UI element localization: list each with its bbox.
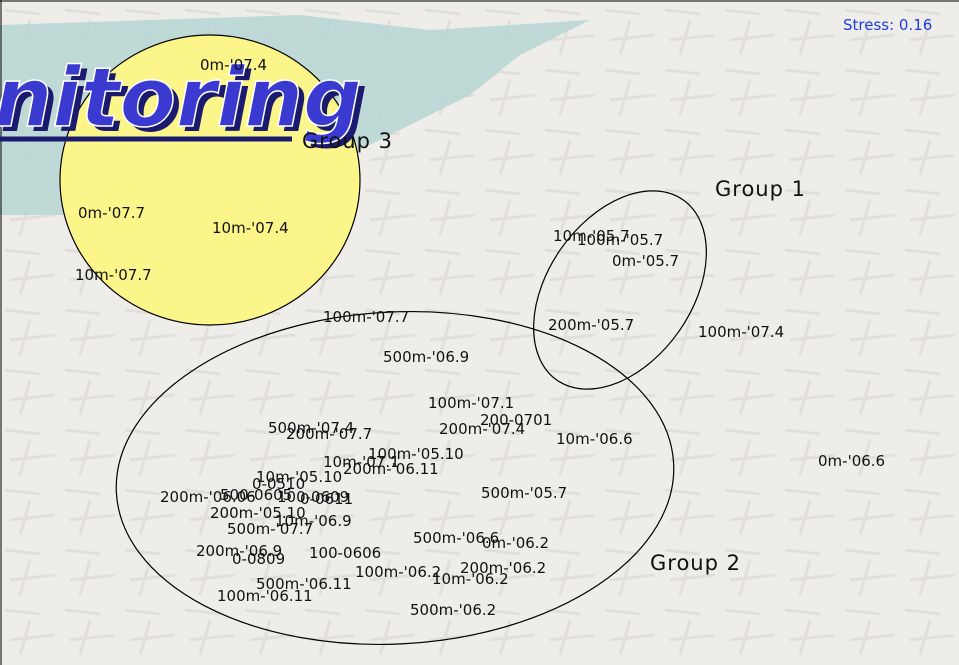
point-label: 500m-'05.7 <box>481 484 567 502</box>
banner-shadow: nitoring <box>0 56 368 151</box>
point-label: 10m-'06.6 <box>556 430 633 448</box>
point-label: 0m-'07.4 <box>200 56 267 74</box>
group-ellipse <box>115 310 675 646</box>
point-label: 200m-'06.11 <box>343 460 439 478</box>
point-label: 200m-'07.4 <box>439 420 525 438</box>
point-label: 200m-'06.2 <box>460 559 546 577</box>
point-label: 100-0609 <box>277 488 349 506</box>
point-label: 100m-'05.7 <box>577 231 663 249</box>
group-label: Group 3 <box>302 129 393 153</box>
point-label: 100m-'07.4 <box>698 323 784 341</box>
point-label: 200m-'06.9 <box>196 542 282 560</box>
point-label: 100-0606 <box>309 544 381 562</box>
point-label: 100m-'06.2 <box>355 563 441 581</box>
point-label: 100m-'07.1 <box>428 394 514 412</box>
point-label: 10m-'05.7 <box>553 227 630 245</box>
point-label: 0m-'06.6 <box>818 452 885 470</box>
point-label: 100m-'06.11 <box>217 587 313 605</box>
point-label: 10m-'06.2 <box>432 570 509 588</box>
point-label: 0m-'05.7 <box>612 252 679 270</box>
point-label: 10m-'05.10 <box>256 468 342 486</box>
group-ellipse <box>533 190 707 390</box>
banner: nitoring <box>0 51 362 146</box>
point-label: 100m-'07.7 <box>323 308 409 326</box>
point-label: 200-0701 <box>480 411 552 429</box>
point-label: 500m-'06.11 <box>256 575 352 593</box>
point-label: 10m-'07.7 <box>75 266 152 284</box>
group-label: Group 1 <box>715 177 806 201</box>
point-label: 200m-'05.7 <box>548 316 634 334</box>
point-label: 0-0510 <box>252 475 305 493</box>
point-label: 10m-'06.9 <box>275 512 352 530</box>
point-label: 0-0611 <box>300 490 353 508</box>
point-label: 200m-'06.06 <box>160 488 256 506</box>
point-label: 500m-'06.9 <box>383 348 469 366</box>
point-label: 10m-'07.1 <box>323 453 400 471</box>
point-label: 10m-'07.4 <box>212 219 289 237</box>
point-label: 500m-'06.6 <box>413 529 499 547</box>
point-label: 0m-'07.7 <box>78 204 145 222</box>
group-label: Group 2 <box>650 551 741 575</box>
point-label: 200m-'07.7 <box>286 425 372 443</box>
point-label: 0-0809 <box>232 550 285 568</box>
stress-label: Stress: 0.16 <box>843 16 932 34</box>
point-label: 100m-'05.10 <box>368 445 464 463</box>
point-label: 500-0605 <box>220 486 292 504</box>
point-label: 500m-'07.7 <box>227 520 313 538</box>
point-label: 500m-'07.4 <box>268 419 354 437</box>
point-label: 500m-'06.2 <box>410 601 496 619</box>
point-label: 0m-'06.2 <box>482 534 549 552</box>
point-label: 200m-'05.10 <box>210 504 306 522</box>
group-ellipse <box>59 34 361 326</box>
